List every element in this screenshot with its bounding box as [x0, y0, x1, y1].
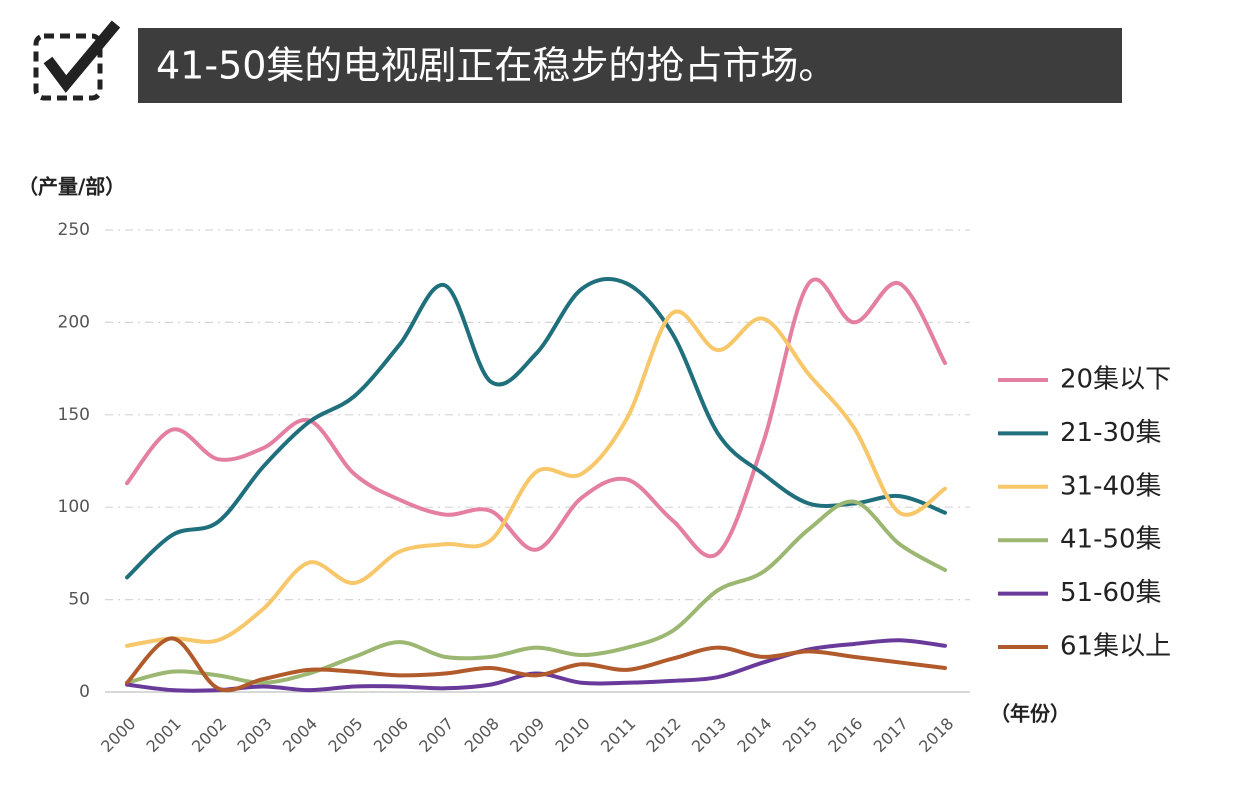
legend-label: 20集以下 — [1060, 365, 1171, 395]
y-tick-label: 100 — [58, 497, 90, 517]
x-tick-label: 2014 — [733, 714, 775, 756]
x-axis-label: （年份） — [990, 702, 1070, 726]
x-tick-label: 2015 — [779, 714, 821, 756]
x-tick-label: 2006 — [370, 714, 412, 756]
y-tick-label: 200 — [58, 312, 90, 332]
y-tick-label: 250 — [58, 220, 90, 240]
y-tick-label: 150 — [58, 405, 90, 425]
y-tick-label: 50 — [68, 590, 90, 610]
legend-label: 51-60集 — [1060, 578, 1162, 608]
x-tick-label: 2009 — [506, 714, 548, 756]
x-tick-label: 2012 — [642, 714, 684, 756]
series-line — [125, 277, 947, 559]
series-line — [125, 277, 947, 580]
legend-label: 61集以上 — [1060, 632, 1171, 662]
chart-title: 41-50集的电视剧正在稳步的抢占市场。 — [156, 44, 836, 88]
x-tick-label: 2005 — [324, 714, 366, 756]
x-tick-label: 2013 — [688, 714, 730, 756]
x-tick-label: 2011 — [597, 714, 639, 756]
series-line — [125, 636, 947, 693]
series-line — [125, 499, 947, 685]
x-tick-label: 2003 — [233, 714, 275, 756]
x-tick-label: 2007 — [415, 714, 457, 756]
x-tick-label: 2000 — [97, 714, 139, 756]
x-tick-label: 2017 — [870, 714, 912, 756]
x-tick-label: 2018 — [915, 714, 957, 756]
x-tick-label: 2010 — [552, 714, 594, 756]
legend-label: 41-50集 — [1060, 525, 1162, 555]
series-line — [125, 309, 947, 648]
title-bar — [138, 28, 1122, 103]
x-tick-label: 2002 — [188, 714, 230, 756]
legend-label: 21-30集 — [1060, 418, 1162, 448]
x-tick-label: 2001 — [143, 714, 185, 756]
x-tick-label: 2004 — [279, 714, 321, 756]
y-axis-label: （产量/部） — [18, 175, 125, 199]
x-tick-label: 2008 — [461, 714, 503, 756]
y-tick-label: 0 — [79, 682, 90, 702]
x-tick-label: 2016 — [824, 714, 866, 756]
check-icon — [33, 20, 121, 101]
legend-label: 31-40集 — [1060, 471, 1162, 501]
